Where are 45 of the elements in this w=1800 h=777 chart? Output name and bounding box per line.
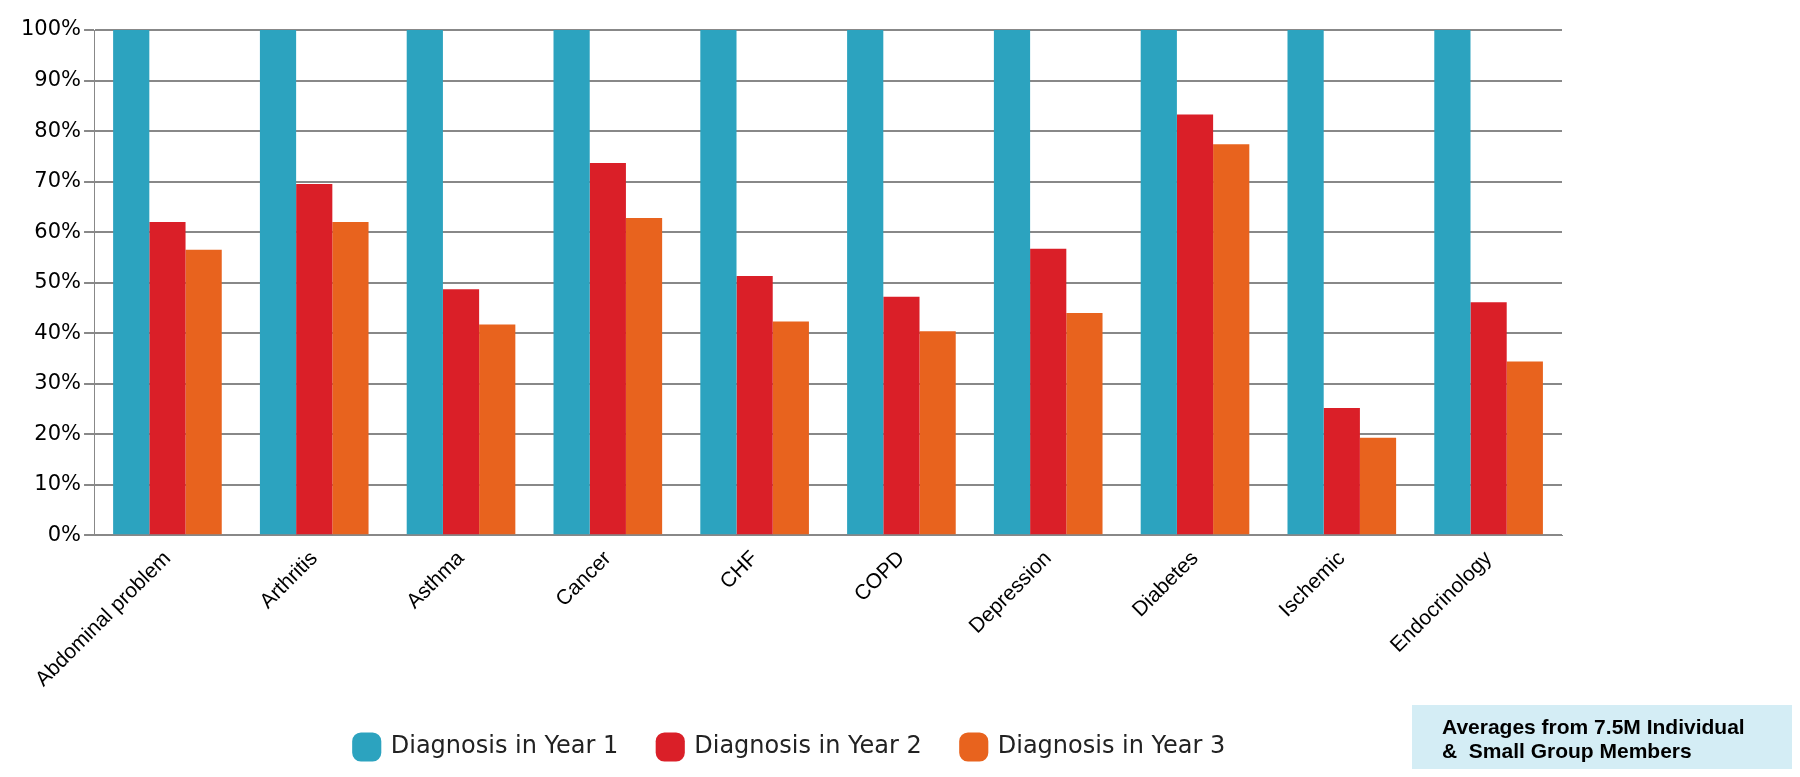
bar	[296, 184, 333, 535]
y-tick-label: 80%	[34, 117, 82, 142]
bar	[883, 296, 920, 535]
y-tick-label: 20%	[34, 420, 82, 445]
bar	[589, 162, 626, 535]
bar	[1140, 30, 1177, 535]
legend-label: Diagnosis in Year 3	[997, 731, 1226, 760]
bar	[1287, 30, 1324, 535]
bar	[406, 30, 443, 535]
y-tick-label: 30%	[34, 370, 82, 395]
bar	[1434, 30, 1471, 535]
bar	[113, 30, 150, 535]
bar	[553, 30, 590, 535]
bar	[625, 217, 663, 535]
bar	[919, 331, 956, 535]
bar	[259, 30, 297, 535]
legend-label: Diagnosis in Year 1	[390, 731, 619, 760]
legend-label: Diagnosis in Year 2	[694, 731, 922, 760]
y-tick-label: 50%	[34, 269, 82, 294]
y-tick-label: 0%	[47, 521, 82, 546]
bar	[185, 249, 222, 535]
bar	[1323, 407, 1360, 535]
bar	[1176, 114, 1214, 535]
bar	[993, 30, 1031, 535]
y-tick-label: 100%	[20, 16, 82, 41]
bar	[700, 30, 737, 535]
y-tick-label: 70%	[34, 168, 82, 193]
y-tick-label: 10%	[34, 471, 82, 496]
bar	[847, 30, 884, 535]
bar	[1506, 361, 1543, 535]
bar	[1470, 302, 1507, 535]
bar	[1359, 437, 1397, 535]
y-tick-label: 40%	[34, 319, 82, 344]
text: Averages from 7.5M Individual & Small Group Members	[1412, 705, 1792, 769]
bar	[1030, 248, 1067, 535]
bar	[1213, 144, 1250, 535]
y-tick-label: 60%	[34, 218, 82, 243]
bar	[479, 324, 516, 535]
y-tick-label: 90%	[34, 66, 82, 91]
bar	[736, 276, 773, 535]
bar	[332, 221, 369, 535]
bar	[772, 321, 809, 535]
bar	[442, 289, 480, 535]
bar	[149, 221, 186, 535]
bar	[1066, 312, 1103, 535]
